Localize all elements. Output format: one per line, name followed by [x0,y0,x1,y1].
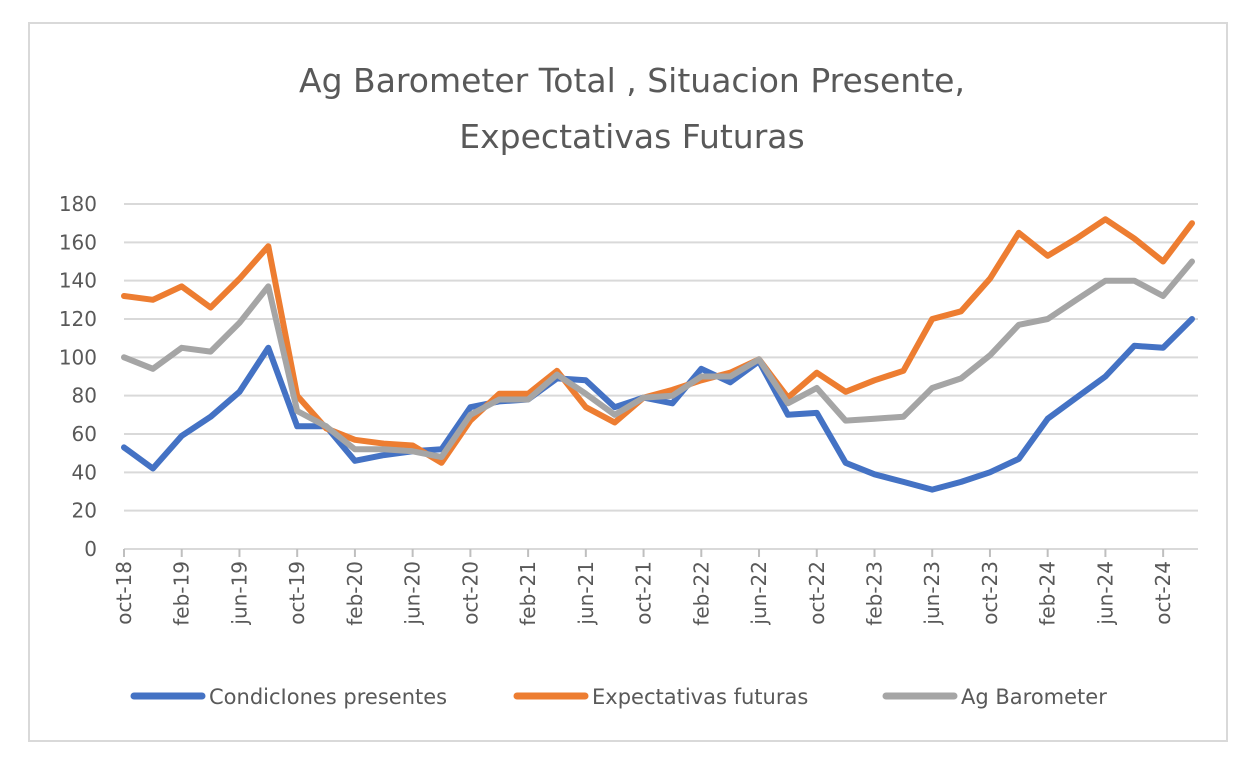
x-tick-label: oct-18 [112,561,136,625]
x-tick-label: feb-23 [862,561,886,626]
legend-label-1: CondicIones presentes [209,685,447,709]
legend: CondicIones presentes Expectativas futura… [130,685,1107,709]
x-tick-label: oct-22 [805,561,829,625]
x-tick-label: jun-24 [1093,561,1117,626]
y-tick-label: 140 [59,269,97,293]
y-axis: 0 20 40 60 80 100 120 140 160 180 [59,192,97,561]
y-tick-label: 120 [59,307,97,331]
x-tick-label: feb-20 [343,561,367,626]
x-axis: oct-18 feb-19 jun-19 oct-19 feb-20 jun-20 oct-… [112,548,1198,626]
series-line-2 [121,216,1195,466]
legend-label-2: Expectativas futuras [592,685,808,709]
x-tick-label: jun-19 [227,561,251,626]
x-tick-label: oct-20 [458,561,482,625]
x-tick-label: jun-21 [574,561,598,626]
x-tick-label: feb-22 [689,561,713,626]
line-chart: Ag Barometer Total , Situacion Presente,… [59,61,1198,709]
y-tick-label: 40 [72,460,97,484]
x-tick-label: oct-23 [978,561,1002,625]
y-tick-label: 160 [59,230,97,254]
y-tick-label: 80 [72,384,97,408]
chart-title-line-2: Expectativas Futuras [459,117,804,156]
x-tick-label: feb-24 [1036,561,1060,626]
y-tick-label: 20 [72,499,97,523]
y-tick-label: 0 [84,537,97,561]
series-line-1 [121,316,1195,493]
chart-container: Ag Barometer Total , Situacion Presente,… [28,22,1228,742]
x-tick-label: jun-20 [401,561,425,626]
x-tick-label: oct-19 [285,561,309,625]
x-tick-label: jun-22 [747,561,771,626]
series-line-3 [121,258,1195,460]
chart-title-line-1: Ag Barometer Total , Situacion Presente, [299,61,965,100]
series-lines [121,216,1195,493]
y-tick-label: 60 [72,422,97,446]
x-tick-label: feb-21 [516,561,540,626]
legend-label-3: Ag Barometer [961,685,1107,709]
y-tick-label: 180 [59,192,97,216]
gridlines [124,203,1198,512]
x-tick-label: oct-24 [1151,561,1175,625]
x-tick-label: feb-19 [170,561,194,626]
y-tick-label: 100 [59,345,97,369]
x-tick-label: jun-23 [920,561,944,626]
x-tick-label: oct-21 [632,561,656,625]
